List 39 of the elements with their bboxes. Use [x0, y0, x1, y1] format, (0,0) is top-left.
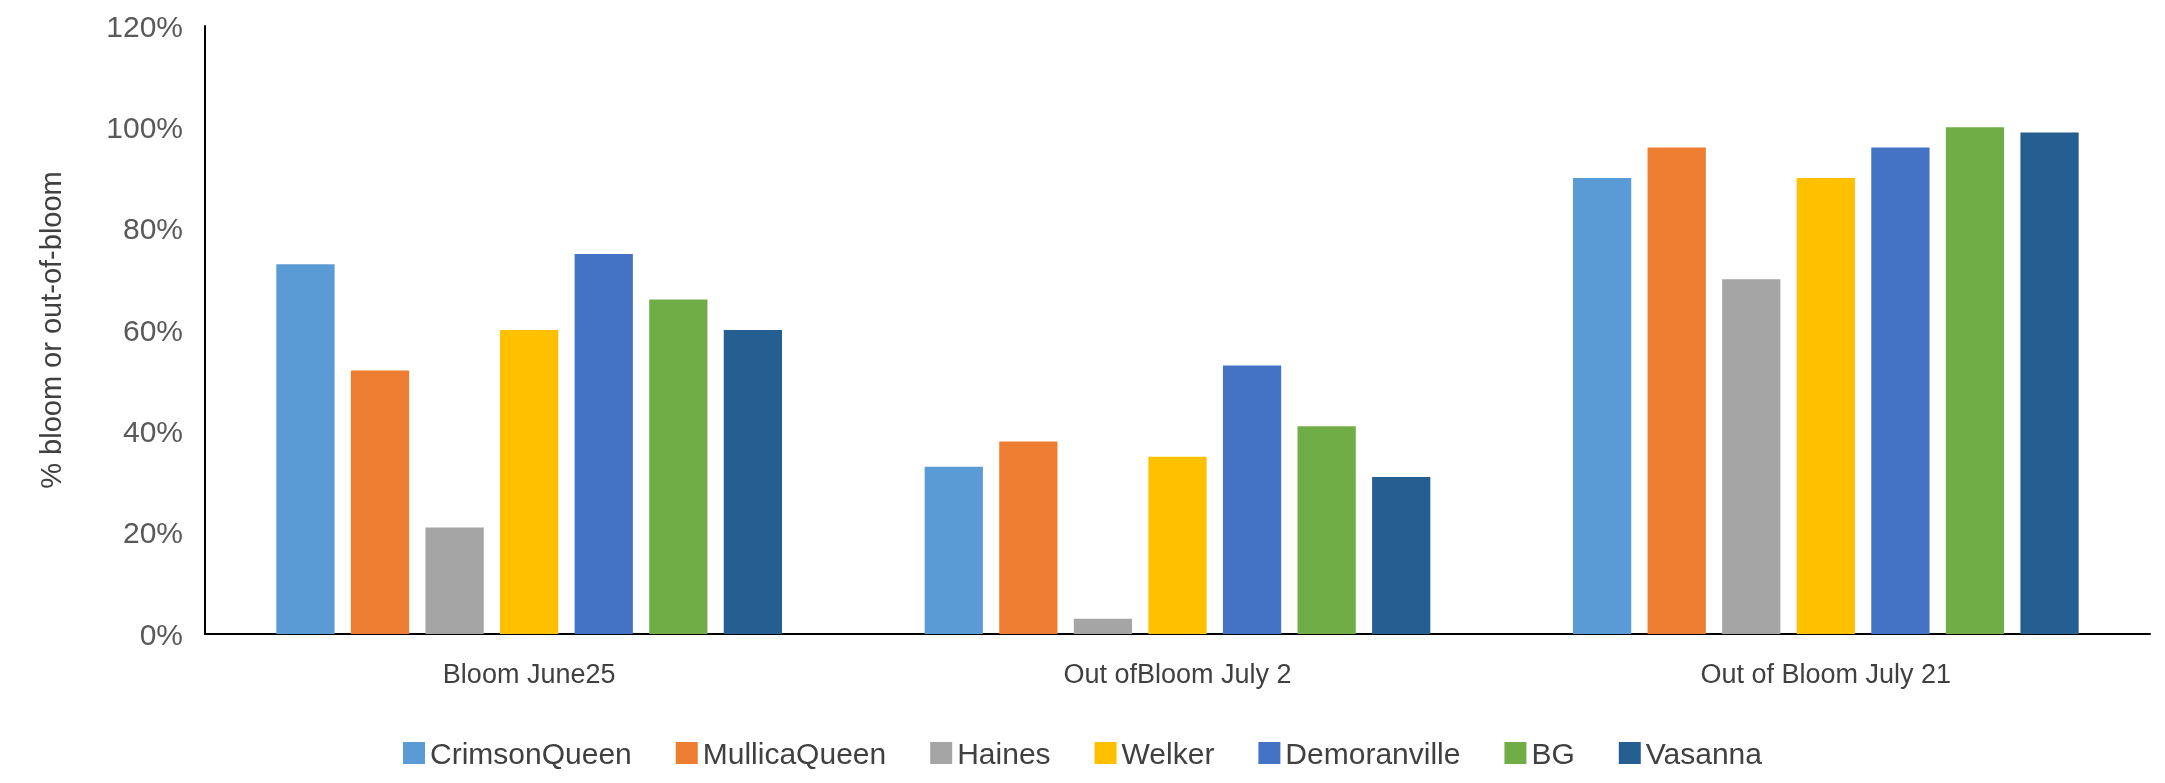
y-axis-title: % bloom or out-of-bloom [34, 171, 67, 489]
legend-label: CrimsonQueen [430, 736, 632, 770]
bar [500, 330, 559, 634]
bar [425, 527, 484, 634]
bar [924, 466, 983, 634]
y-tick-label: 120% [106, 9, 183, 43]
bar [276, 264, 335, 634]
bar [1796, 178, 1855, 634]
y-tick-label: 80% [122, 212, 183, 246]
legend-label: Haines [957, 736, 1051, 770]
bar [1647, 147, 1706, 634]
y-tick-label: 40% [122, 414, 183, 448]
bar [1572, 178, 1632, 634]
bar [649, 299, 708, 634]
legend-label: Vasanna [1645, 736, 1763, 770]
bar [1372, 476, 1431, 634]
bar [1871, 147, 1930, 634]
bar [1148, 456, 1207, 634]
y-tick-label: 100% [106, 110, 183, 144]
bar [1945, 127, 2005, 634]
x-tick-label: Out ofBloom July 2 [1063, 658, 1292, 689]
legend-label: Demoranville [1285, 736, 1461, 770]
legend-label: MullicaQueen [702, 736, 887, 770]
bar [723, 330, 783, 634]
legend-label: Welker [1121, 736, 1215, 770]
bar [1073, 618, 1133, 634]
bar [1722, 279, 1781, 634]
bar [1297, 426, 1356, 634]
bar [999, 441, 1058, 634]
y-tick-label: 60% [122, 313, 183, 347]
x-tick-label: Out of Bloom July 21 [1700, 658, 1952, 689]
legend-label: BG [1531, 736, 1575, 770]
y-tick-label: 20% [122, 516, 183, 550]
bar [574, 254, 633, 634]
bar [2020, 132, 2079, 634]
bar [1222, 365, 1282, 634]
y-tick-label: 0% [139, 617, 183, 651]
bar [350, 370, 410, 634]
x-tick-label: Bloom June25 [442, 658, 616, 689]
